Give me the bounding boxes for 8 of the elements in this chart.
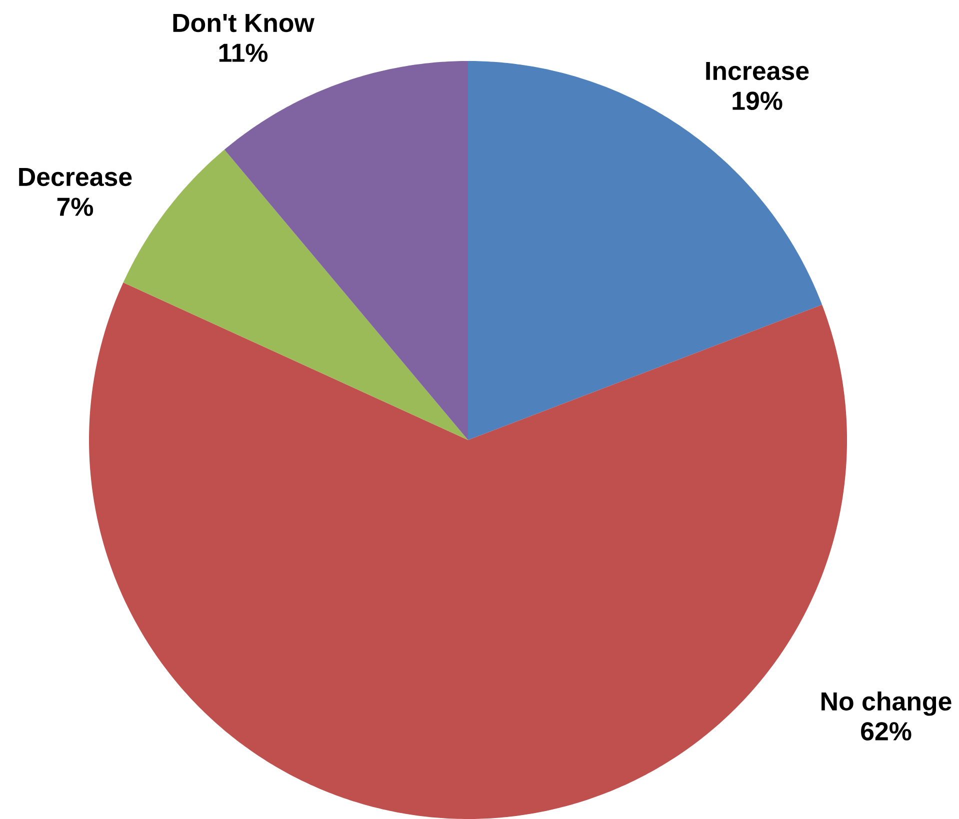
data-label: 19% xyxy=(732,92,782,110)
data-label: 62% xyxy=(861,722,912,740)
data-label: 11% xyxy=(219,44,268,62)
data-label: 7% xyxy=(57,198,94,216)
slice-label: No change xyxy=(822,692,952,716)
slice-label: Decrease xyxy=(19,168,132,186)
slice-label: Increase xyxy=(706,62,809,80)
slice-label: Don't Know xyxy=(173,14,314,32)
